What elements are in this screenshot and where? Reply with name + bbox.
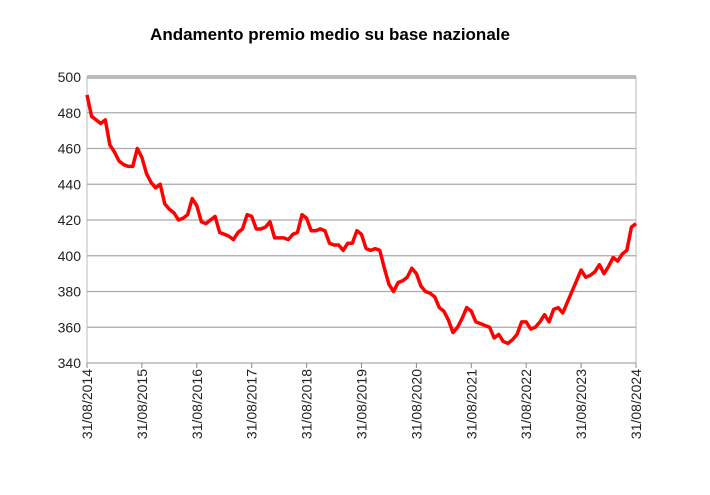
y-tick-label: 460 <box>58 141 82 157</box>
x-tick-label: 31/08/2018 <box>299 369 315 439</box>
y-tick-label: 500 <box>58 69 82 85</box>
y-tick-label: 340 <box>58 355 82 371</box>
x-tick-label: 31/08/2019 <box>354 369 370 439</box>
data-line <box>85 94 638 346</box>
x-tick-label: 31/08/2022 <box>518 369 534 439</box>
x-tick-label: 31/08/2015 <box>134 369 150 439</box>
y-tick-label: 440 <box>58 176 82 192</box>
x-tick-label: 31/08/2014 <box>79 369 95 439</box>
x-tick-label: 31/08/2021 <box>463 369 479 439</box>
y-tick-label: 420 <box>58 212 82 228</box>
chart-title: Andamento premio medio su base nazionale <box>150 25 510 44</box>
y-tick-label: 480 <box>58 105 82 121</box>
y-tick-label: 360 <box>58 319 82 335</box>
x-tick-label: 31/08/2023 <box>573 369 589 439</box>
y-tick-label: 400 <box>58 248 82 264</box>
x-tick-label: 31/08/2024 <box>628 369 644 439</box>
y-tick-label: 380 <box>58 284 82 300</box>
x-tick-label: 31/08/2020 <box>408 369 424 439</box>
x-tick-label: 31/08/2017 <box>244 369 260 439</box>
x-tick-label: 31/08/2016 <box>189 369 205 439</box>
